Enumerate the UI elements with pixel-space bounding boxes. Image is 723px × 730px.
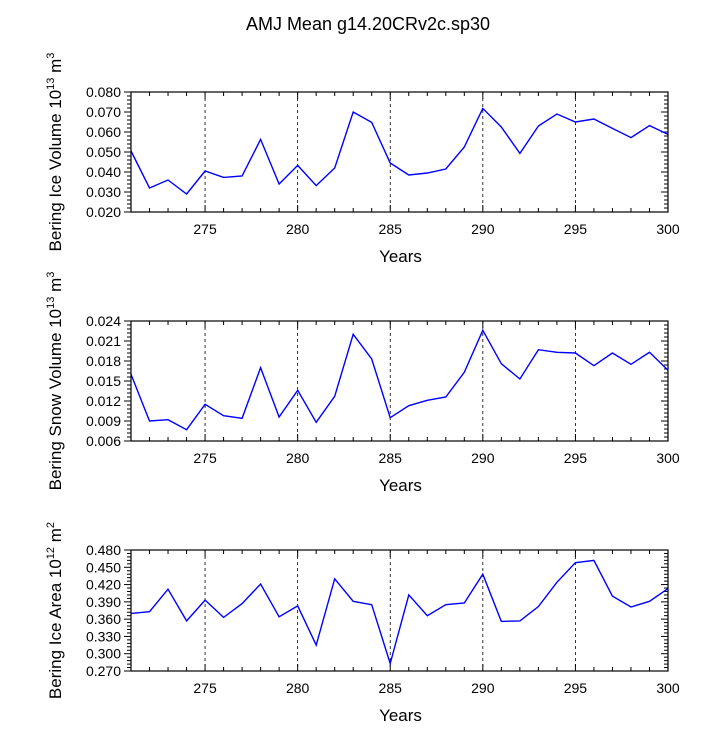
x-tick-label-snow-volume-2: 285 [379, 450, 403, 466]
y-tick-label-ice-area-3: 0.360 [86, 611, 121, 627]
series-line-snow-volume [130, 328, 669, 431]
y-tick-label-snow-volume-6: 0.024 [86, 313, 121, 329]
x-tick-label-snow-volume-3: 290 [471, 450, 495, 466]
x-tick-label-ice-area-1: 280 [286, 680, 310, 696]
panel-ice-volume: 0.020 0.030 0.040 0.050 0.060 0.070 0.080 275 28… [45, 53, 680, 266]
y-tick-label-ice-volume-5: 0.070 [86, 104, 121, 120]
y-axis-label-ice-area: Bering Ice Area 1012 m2 [45, 522, 65, 699]
x-tick-label-ice-area-2: 285 [379, 680, 403, 696]
y-tick-label-ice-volume-6: 0.080 [86, 84, 121, 100]
y-tick-label-snow-volume-0: 0.006 [86, 433, 121, 449]
plot-frame-ice-volume [130, 91, 669, 213]
x-tick-label-ice-area-3: 290 [471, 680, 495, 696]
x-tick-label-ice-volume-5: 300 [656, 221, 680, 237]
y-tick-label-ice-volume-4: 0.060 [86, 124, 121, 140]
y-tick-label-ice-area-7: 0.480 [86, 542, 121, 558]
y-tick-label-ice-area-5: 0.420 [86, 577, 121, 593]
x-tick-label-snow-volume-5: 300 [656, 450, 680, 466]
series-line-ice-area [130, 559, 669, 666]
plot-frame-snow-volume [130, 320, 669, 442]
x-tick-label-ice-area-4: 295 [564, 680, 588, 696]
x-tick-label-ice-area-5: 300 [656, 680, 680, 696]
x-tick-label-snow-volume-0: 275 [193, 450, 217, 466]
x-axis-label-ice-area: Years [379, 706, 422, 725]
chart-panels: 0.020 0.030 0.040 0.050 0.060 0.070 0.080 275 28… [45, 53, 680, 725]
y-tick-label-ice-volume-0: 0.020 [86, 204, 121, 220]
x-tick-label-ice-volume-1: 280 [286, 221, 310, 237]
x-tick-label-ice-volume-0: 275 [193, 221, 217, 237]
x-tick-label-ice-area-0: 275 [193, 680, 217, 696]
y-tick-label-ice-area-6: 0.450 [86, 559, 121, 575]
x-tick-label-snow-volume-1: 280 [286, 450, 310, 466]
x-axis-label-snow-volume: Years [379, 476, 422, 495]
y-axis-label-snow-volume: Bering Snow Volume 1013 m3 [45, 272, 65, 491]
y-tick-label-snow-volume-3: 0.015 [86, 373, 121, 389]
y-tick-label-ice-volume-1: 0.030 [86, 184, 121, 200]
chart-title: AMJ Mean g14.20CRv2c.sp30 [246, 14, 490, 34]
y-tick-label-snow-volume-5: 0.021 [86, 333, 121, 349]
y-tick-label-snow-volume-2: 0.012 [86, 393, 121, 409]
x-tick-label-snow-volume-4: 295 [564, 450, 588, 466]
y-tick-label-ice-area-1: 0.300 [86, 646, 121, 662]
y-tick-label-ice-volume-3: 0.050 [86, 144, 121, 160]
panel-snow-volume: 0.006 0.009 0.012 0.015 0.018 0.021 0.024 275 28… [45, 272, 680, 495]
plot-frame-ice-area [130, 549, 669, 672]
y-tick-label-ice-volume-2: 0.040 [86, 164, 121, 180]
series-line-ice-volume [130, 107, 669, 195]
y-tick-label-ice-area-0: 0.270 [86, 663, 121, 679]
y-tick-label-ice-area-2: 0.330 [86, 628, 121, 644]
y-tick-label-snow-volume-4: 0.018 [86, 353, 121, 369]
x-tick-label-ice-volume-3: 290 [471, 221, 495, 237]
y-axis-label-ice-volume: Bering Ice Volume 1013 m3 [45, 53, 65, 252]
x-tick-label-ice-volume-2: 285 [379, 221, 403, 237]
y-tick-label-snow-volume-1: 0.009 [86, 413, 121, 429]
x-axis-label-ice-volume: Years [379, 247, 422, 266]
x-tick-label-ice-volume-4: 295 [564, 221, 588, 237]
y-tick-label-ice-area-4: 0.390 [86, 594, 121, 610]
